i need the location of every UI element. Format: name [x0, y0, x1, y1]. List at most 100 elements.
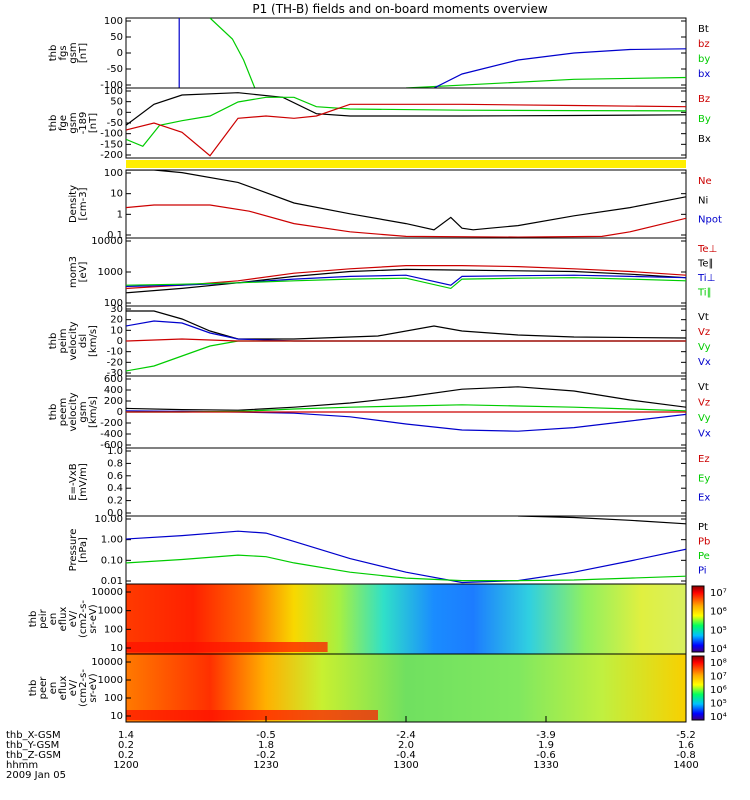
- p7-ytick: 0.0: [107, 508, 123, 519]
- footer-label-thb_Y-GSM: thb_Y-GSM: [6, 740, 59, 751]
- s1-colorbar-tick: 10⁷: [710, 588, 727, 599]
- footer-value: 1230: [253, 760, 278, 771]
- p1-legend-by: by: [698, 54, 710, 65]
- p2-frame: [125, 87, 687, 159]
- p4-legend-Te∥: Te∥: [697, 259, 714, 270]
- p1-ylabel-line: thb: [48, 45, 59, 62]
- footer-value: 2.0: [398, 740, 414, 751]
- p6-ylabel-line: thb: [48, 404, 59, 421]
- footer-value: -0.5: [256, 730, 276, 741]
- p2-ytick: 100: [104, 86, 123, 97]
- s1-ylabel-line: (cm2-s-: [78, 600, 89, 638]
- p7-ytick: 1.0: [107, 446, 123, 457]
- p6-ytick: -400: [100, 429, 123, 440]
- p7-legend-Ey: Ey: [698, 473, 710, 484]
- p7-ytick: 0.6: [107, 471, 123, 482]
- p1-ytick: -100: [100, 80, 123, 91]
- footer-value: 1400: [673, 760, 698, 771]
- s1-colorbar-tick: 10⁴: [710, 644, 727, 655]
- p3-ytick: 100: [104, 168, 123, 179]
- s2-ytick: 10: [110, 711, 123, 722]
- p8-ytick: 0.01: [101, 576, 123, 587]
- p2-legend-Bz: Bz: [698, 94, 710, 105]
- p5-ytick: 0: [117, 336, 123, 347]
- p3-ylabel-line: Density: [68, 185, 79, 223]
- p1-legend-bx: bx: [698, 69, 710, 80]
- s2-ytick: 10000: [91, 657, 123, 668]
- status-bar: [126, 160, 686, 168]
- footer-value: -0.2: [256, 750, 276, 761]
- p2-ylabel-line: fge: [58, 115, 69, 131]
- p7-ylabel-line: [mV/m]: [78, 463, 89, 501]
- footer-value: -0.4: [396, 750, 416, 761]
- p4-legend-Ti⊥: Ti⊥: [697, 273, 715, 284]
- footer-label-hhmm: hhmm: [6, 760, 38, 771]
- p4-series-Ti∥: [126, 277, 686, 290]
- p8-ytick: 0.10: [101, 555, 123, 566]
- p7-ytick: 0.4: [107, 483, 123, 494]
- p1-ylabel-line: gsm: [68, 42, 79, 63]
- s1-ytick: 10: [110, 643, 123, 654]
- p3-series-Ne: [126, 204, 686, 238]
- p2-ytick: -200: [100, 150, 123, 161]
- footer-value: 0.2: [118, 740, 134, 751]
- p3-legend-Ne: Ne: [698, 176, 712, 187]
- footer-value: 1330: [533, 760, 558, 771]
- p8-frame: [125, 515, 687, 585]
- s2-ylabel-line: peer: [38, 676, 49, 700]
- s2-low-band: [126, 710, 378, 720]
- p5-ytick: 10: [110, 325, 123, 336]
- footer-value: 1.6: [678, 740, 694, 751]
- p8-legend-Pe: Pe: [698, 551, 710, 562]
- p8-legend-Pi: Pi: [698, 566, 707, 577]
- p7-ylabel-line: E=-VxB: [68, 463, 79, 500]
- p6-ylabel-line: [km/s]: [88, 396, 99, 428]
- footer-value: -0.8: [676, 750, 696, 761]
- p1-ytick: 100: [104, 16, 123, 27]
- footer-label-thb_Z-GSM: thb_Z-GSM: [6, 750, 61, 761]
- p6-legend-Vx: Vx: [698, 429, 711, 440]
- p5-ytick: 30: [110, 304, 123, 315]
- s1-ylabel-line: eV/: [68, 610, 79, 627]
- s1-ytick: 1000: [98, 606, 123, 617]
- p2-ytick: -150: [100, 139, 123, 150]
- p8-series-Pt: [517, 516, 686, 525]
- p1-frame: [125, 17, 687, 89]
- p1-ytick: 0: [117, 48, 123, 59]
- p5-ylabel-line: peim: [58, 328, 69, 353]
- s1-ylabel-line: en: [48, 613, 59, 626]
- p6-ylabel-line: peem: [58, 398, 69, 426]
- s1-ylabel-line: peir: [38, 608, 49, 628]
- p8-legend-Pb: Pb: [698, 537, 710, 548]
- p6-ytick: 600: [104, 374, 123, 385]
- p1-ylabel-line: [nT]: [78, 43, 89, 63]
- p5-ylabel-line: thb: [48, 333, 59, 350]
- p1-ylabel-line: fgs: [58, 45, 69, 60]
- footer-value: -3.9: [536, 730, 556, 741]
- p5-ylabel-line: dsl: [78, 334, 89, 348]
- footer-label-thb_X-GSM: thb_X-GSM: [6, 730, 61, 741]
- s1-ylabel-line: thb: [28, 611, 39, 628]
- p5-ytick: 20: [110, 315, 123, 326]
- p1-legend-Bt: Bt: [698, 24, 709, 35]
- s1-ylabel-line: eflux: [58, 607, 69, 632]
- p8-ytick: 10.00: [94, 514, 123, 525]
- p5-ytick: -10: [107, 347, 123, 358]
- p4-series-Te∥: [126, 268, 686, 294]
- s2-ylabel-line: eflux: [58, 676, 69, 701]
- p3-series-Ni: [126, 170, 686, 231]
- p5-legend-Vx: Vx: [698, 357, 711, 368]
- s2-ytick: 100: [104, 693, 123, 704]
- p5-legend-Vz: Vz: [698, 327, 710, 338]
- p2-ytick: -50: [107, 118, 123, 129]
- p1-series-by: [209, 18, 686, 88]
- p2-ytick: 50: [110, 97, 123, 108]
- p5-series-Vy: [126, 340, 686, 372]
- s2-ylabel-line: thb: [28, 680, 39, 697]
- s2-ylabel-line: en: [48, 682, 59, 695]
- p5-ylabel-line: velocity: [68, 321, 79, 360]
- p6-ylabel-line: gsm: [78, 401, 89, 422]
- p1-ytick: 50: [110, 32, 123, 43]
- p3-ytick: 1: [117, 209, 123, 220]
